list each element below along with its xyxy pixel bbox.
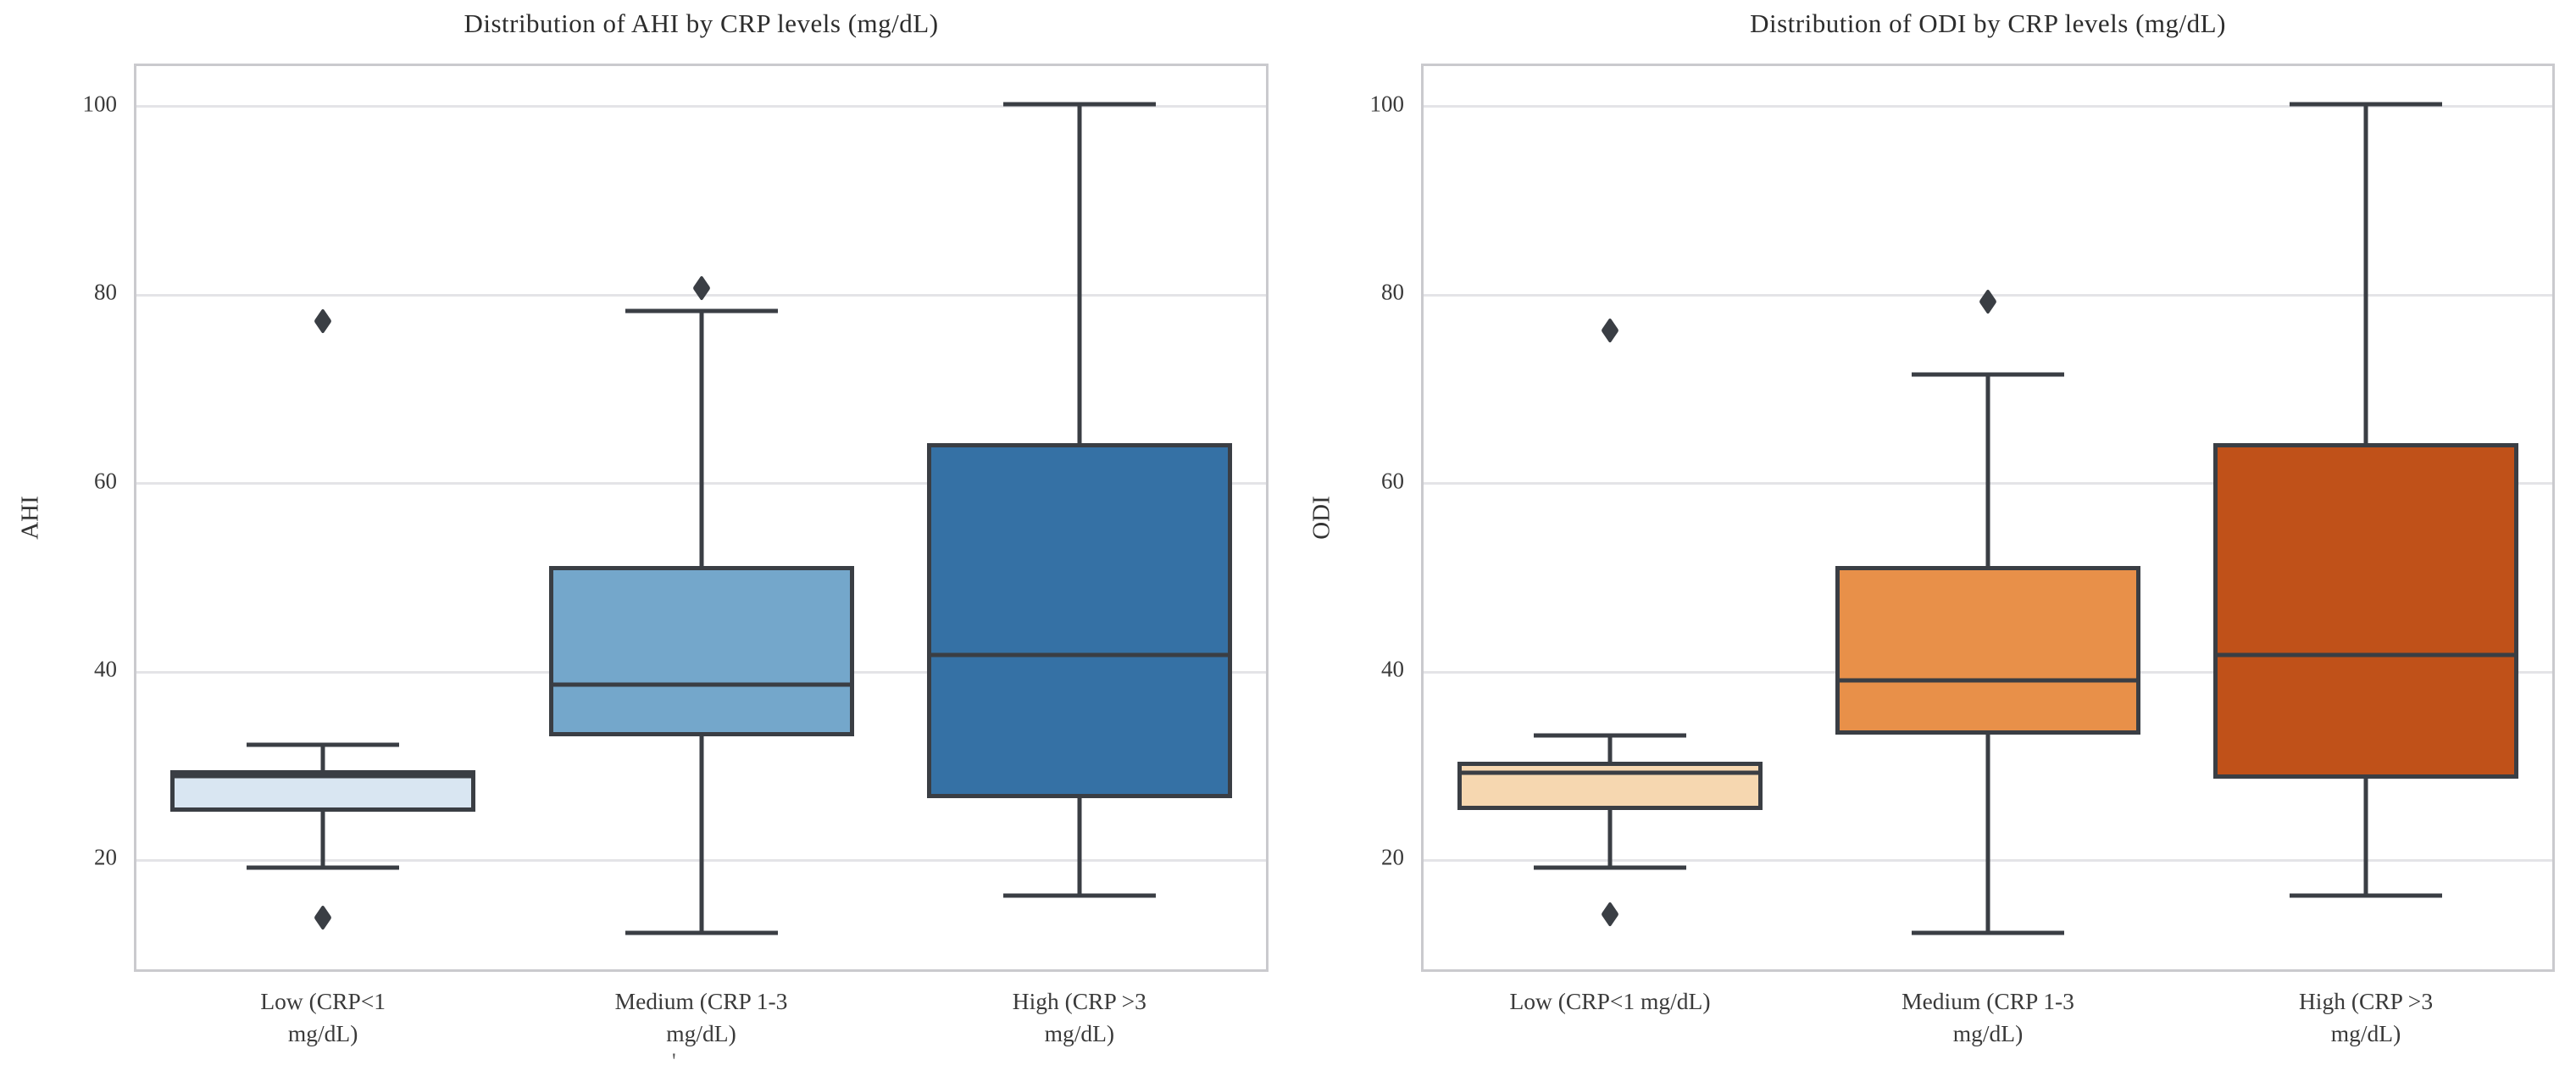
ahi-whisker-cap-0-low <box>247 865 400 870</box>
ahi-ytick-20: 20 <box>94 844 117 870</box>
ahi-median-0 <box>173 774 474 779</box>
odi-gridline-100 <box>1424 105 2552 108</box>
odi-whisker-cap-1-high <box>1912 372 2064 377</box>
ahi-median-2 <box>929 652 1230 658</box>
ahi-y-axis-label: AHI <box>16 496 44 540</box>
ahi-xtick-1: Medium (CRP 1-3 mg/dL) <box>614 988 788 1046</box>
ahi-whisker-cap-1-high <box>625 308 778 314</box>
ahi-gridline-100 <box>136 105 1266 108</box>
ahi-box-1 <box>548 565 854 736</box>
ahi-median-1 <box>551 682 852 687</box>
odi-whisker-cap-0-high <box>1534 733 1686 738</box>
odi-whisker-cap-1-low <box>1912 930 2064 935</box>
odi-ytick-80: 80 <box>1381 279 1404 305</box>
ahi-whisker-cap-0-high <box>247 742 400 747</box>
ahi-ytick-100: 100 <box>82 91 118 117</box>
ahi-box-2 <box>926 443 1232 799</box>
odi-median-0 <box>1460 770 1760 775</box>
ahi-ytick-40: 40 <box>94 656 117 682</box>
ahi-xtick-2: High (CRP >3 mg/dL) <box>1012 988 1146 1046</box>
stray-mark: ' <box>672 1049 676 1074</box>
odi-ytick-40: 40 <box>1381 656 1404 682</box>
odi-box-0 <box>1457 762 1763 810</box>
odi-xtick-0: Low (CRP<1 mg/dL) <box>1509 988 1711 1014</box>
ahi-xtick-0: Low (CRP<1 mg/dL) <box>260 988 386 1046</box>
ahi-chart-title: Distribution of AHI by CRP levels (mg/dL… <box>464 8 939 38</box>
odi-median-2 <box>2216 652 2516 658</box>
odi-whisker-cap-0-low <box>1534 865 1686 870</box>
ahi-ytick-80: 80 <box>94 279 117 305</box>
odi-y-axis-label: ODI <box>1307 496 1335 540</box>
odi-xtick-2: High (CRP >3 mg/dL) <box>2298 988 2434 1046</box>
odi-ytick-20: 20 <box>1381 844 1404 870</box>
ahi-whisker-cap-2-high <box>1002 102 1156 107</box>
ahi-ytick-60: 60 <box>94 468 117 494</box>
odi-box-1 <box>1835 565 2140 735</box>
odi-ytick-100: 100 <box>1369 91 1405 117</box>
ahi-whisker-cap-1-low <box>625 930 778 935</box>
odi-whisker-cap-2-low <box>2290 893 2442 898</box>
odi-whisker-cap-2-high <box>2290 102 2442 107</box>
odi-box-2 <box>2213 443 2518 780</box>
odi-chart-title: Distribution of ODI by CRP levels (mg/dL… <box>1750 8 2226 38</box>
ahi-whisker-cap-2-low <box>1002 893 1156 898</box>
odi-xtick-1: Medium (CRP 1-3 mg/dL) <box>1901 988 2074 1046</box>
odi-median-1 <box>1838 678 2138 683</box>
odi-ytick-60: 60 <box>1381 468 1404 494</box>
